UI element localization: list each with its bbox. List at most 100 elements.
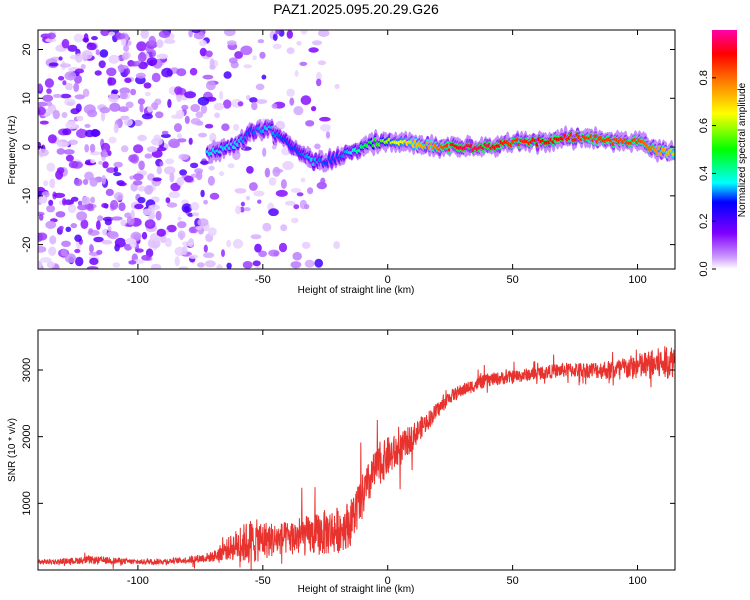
spectrogram-noise-cell xyxy=(181,245,188,256)
spectrogram-noise-cell xyxy=(199,47,207,57)
spectrogram-noise-cell xyxy=(237,101,244,107)
spectrogram-noise-cell xyxy=(80,63,86,70)
spectrogram-noise-cell xyxy=(129,175,134,180)
spectrogram-noise-cell xyxy=(55,211,66,218)
y-tick-label: 0 xyxy=(21,144,33,150)
spectrogram-noise-cell xyxy=(129,239,137,249)
spectrogram-noise-cell xyxy=(243,207,251,212)
spectrogram-noise-cell xyxy=(75,256,84,267)
spectrogram-noise-cell xyxy=(249,182,258,191)
spectrogram-noise-cell xyxy=(100,111,106,122)
spectrogram-noise-cell xyxy=(286,88,295,97)
spectrogram-noise-cell xyxy=(124,77,132,84)
spectrogram-noise-cell xyxy=(245,195,251,201)
colorbar-tick-label: 0.0 xyxy=(698,261,710,276)
spectrogram-noise-cell xyxy=(255,99,268,104)
spectrogram-noise-cell xyxy=(61,112,68,118)
spectrogram-noise-cell xyxy=(257,39,265,44)
spectrogram-noise-cell xyxy=(165,197,171,204)
spectrogram-noise-cell xyxy=(249,97,258,103)
spectrogram-noise-cell xyxy=(272,43,282,50)
x-tick-label: -50 xyxy=(255,274,271,286)
spectrogram-noise-cell xyxy=(240,201,245,207)
spectrogram-noise-cell xyxy=(227,163,235,169)
spectrogram-noise-cell xyxy=(137,185,146,192)
spectrogram-noise-cell xyxy=(316,78,322,87)
spectrogram-noise-cell xyxy=(94,70,102,76)
spectrogram-noise-cell xyxy=(143,82,152,89)
spectrogram-noise-cell xyxy=(38,148,49,157)
spectrogram-noise-cell xyxy=(113,161,123,168)
spectrogram-noise-cell xyxy=(184,115,190,124)
spectrogram-noise-cell xyxy=(209,192,220,200)
spectrogram-noise-cell xyxy=(125,68,131,75)
spectrogram-noise-cell xyxy=(89,143,96,153)
spectrogram-noise-cell xyxy=(176,133,182,139)
spectrogram-noise-cell xyxy=(82,88,90,98)
spectrogram-noise-cell xyxy=(176,68,187,77)
spectrogram-noise-cell xyxy=(133,173,144,181)
spectrogram-noise-cell xyxy=(317,60,326,66)
spectrogram-noise-cell xyxy=(76,211,88,221)
spectrogram-noise-cell xyxy=(188,254,198,259)
spectrogram-noise-cell xyxy=(300,177,306,183)
spectrogram-noise-cell xyxy=(254,265,261,269)
spectrogram-noise-cell xyxy=(234,188,247,194)
x-tick-label: 100 xyxy=(628,575,646,587)
spectrogram-noise-cell xyxy=(200,189,205,198)
snr-y-ticks: 1000 2000 3000 xyxy=(21,358,675,516)
spectrogram-noise-cell xyxy=(90,159,96,164)
spectrogram-noise-cell xyxy=(110,199,119,210)
spectrogram-noise-cell xyxy=(314,258,324,268)
spectrogram-noise-cell xyxy=(155,210,162,221)
spectrogram-noise-cell xyxy=(223,99,232,109)
spectrogram-noise-cell xyxy=(258,250,267,258)
spectrogram-noise-cell xyxy=(171,114,183,119)
spectrogram-noise-cell xyxy=(99,49,109,58)
spectrogram-noise-cell xyxy=(93,236,104,243)
spectrogram-noise-cell xyxy=(204,260,216,268)
spectrogram-noise-cell xyxy=(216,264,223,269)
spectrogram-noise-cell xyxy=(144,91,151,97)
spectrogram-noise-cell xyxy=(264,167,271,178)
spectrogram-noise-cell xyxy=(205,80,216,91)
spectrogram-noise-cell xyxy=(40,257,52,263)
spectrogram-noise-cell xyxy=(317,30,330,37)
spectrogram-noise-cell xyxy=(42,94,54,103)
spectrogram-noise-cell xyxy=(61,240,71,247)
spectrogram-noise-cell xyxy=(58,56,63,61)
spectrogram-x-axis-title: Height of straight line (km) xyxy=(298,285,415,296)
spectrogram-noise-cell xyxy=(139,103,144,113)
spectrogram-noise-cell xyxy=(188,137,193,145)
spectrogram-noise-cell xyxy=(140,30,149,39)
spectrogram-noise-cell xyxy=(146,146,158,153)
spectrogram-noise-cell xyxy=(286,30,293,39)
spectrogram-noise-cell xyxy=(38,211,45,216)
y-tick-label: 3000 xyxy=(21,358,33,382)
spectrogram-noise-cell xyxy=(84,123,91,128)
spectrogram-noise-cell xyxy=(152,50,157,57)
spectrogram-noise-cell xyxy=(286,47,295,55)
spectrogram-noise-cell xyxy=(84,144,90,153)
spectrogram-noise-cell xyxy=(48,62,59,67)
spectrogram-noise-cell xyxy=(108,31,116,37)
spectrogram-noise-cell xyxy=(46,101,53,107)
snr-x-axis-title: Height of straight line (km) xyxy=(298,584,415,595)
spectrogram-noise-cell xyxy=(118,106,129,113)
spectrogram-noise-cell xyxy=(252,260,261,267)
spectrogram-noise-cell xyxy=(95,49,100,56)
spectrogram-noise-cell xyxy=(56,167,65,174)
spectrogram-noise-cell xyxy=(75,68,84,74)
spectrogram-noise-cell xyxy=(148,205,154,212)
spectrogram-noise-cell xyxy=(60,142,70,147)
spectrogram-noise-cell xyxy=(87,109,98,118)
spectrogram-noise-cell xyxy=(148,35,156,46)
spectrogram-noise-cell xyxy=(290,217,299,224)
spectrogram-noise-cell xyxy=(135,72,146,79)
spectrogram-noise-cell xyxy=(96,249,103,255)
spectrogram-noise-cell xyxy=(65,154,74,162)
spectrogram-noise-cell xyxy=(141,113,153,120)
spectrogram-noise-cell xyxy=(102,161,109,169)
spectrogram-noise-cell xyxy=(164,237,172,248)
spectrogram-noise-cell xyxy=(275,189,288,197)
